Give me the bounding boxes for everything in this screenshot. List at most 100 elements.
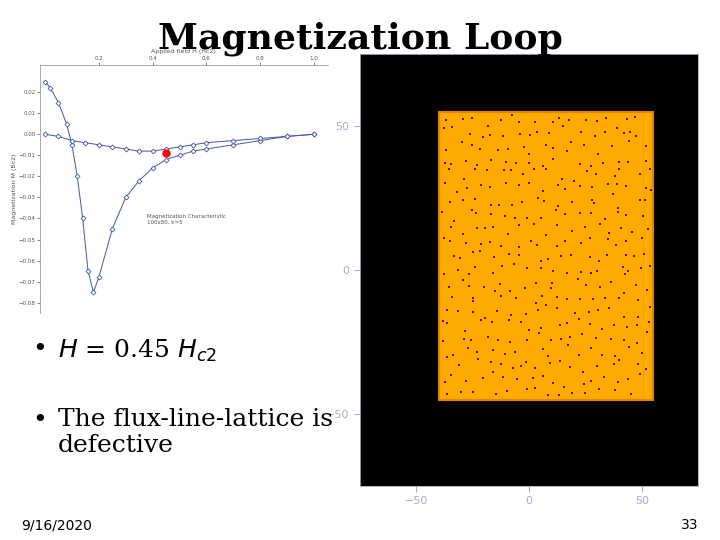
Point <box>529 118 541 126</box>
Point <box>547 155 559 164</box>
Point <box>524 131 536 139</box>
Point <box>474 247 485 255</box>
Point <box>558 382 570 391</box>
Point <box>556 334 567 343</box>
Point <box>606 278 617 286</box>
Point <box>612 204 624 212</box>
Point <box>585 208 597 217</box>
Point <box>495 280 506 289</box>
Point <box>594 283 606 292</box>
Point <box>469 195 480 204</box>
Point <box>585 376 596 385</box>
Point <box>599 293 611 302</box>
Point <box>436 208 448 217</box>
Point <box>474 144 486 153</box>
Point <box>500 212 511 220</box>
Point <box>567 198 578 207</box>
Point <box>566 389 577 397</box>
Point <box>593 256 605 265</box>
Point <box>515 362 526 370</box>
Point <box>535 256 546 265</box>
Point <box>608 360 620 368</box>
Point <box>556 174 567 183</box>
Point <box>535 323 546 332</box>
Point <box>475 316 487 325</box>
Point <box>564 116 575 125</box>
Point <box>511 375 523 383</box>
Point <box>529 384 541 393</box>
Point <box>510 293 521 302</box>
Point <box>492 145 504 154</box>
Point <box>585 162 597 171</box>
Point <box>573 315 585 323</box>
Point <box>539 197 550 206</box>
Point <box>591 266 603 275</box>
Point <box>632 360 644 368</box>
Point <box>529 363 541 372</box>
Point <box>438 234 450 243</box>
Point <box>621 211 632 219</box>
Point <box>642 286 653 294</box>
Point <box>625 127 636 136</box>
Point <box>599 128 611 137</box>
Point <box>513 251 524 259</box>
Point <box>596 351 608 360</box>
Point <box>565 137 577 146</box>
Point <box>505 166 517 174</box>
Point <box>536 213 547 222</box>
Point <box>439 378 451 387</box>
Point <box>470 208 482 217</box>
Point <box>480 313 491 322</box>
Point <box>580 389 591 398</box>
Point <box>546 118 558 126</box>
Point <box>523 179 535 187</box>
Point <box>611 180 622 189</box>
Point <box>521 335 533 344</box>
Point <box>546 266 558 275</box>
Point <box>588 199 600 208</box>
Point <box>575 128 587 137</box>
Point <box>596 325 608 334</box>
Point <box>631 321 643 329</box>
Point <box>613 355 625 364</box>
Point <box>439 158 451 167</box>
Point <box>487 368 499 376</box>
Point <box>603 235 614 244</box>
Point <box>618 313 630 321</box>
Point <box>618 289 629 298</box>
Point <box>565 250 577 259</box>
Point <box>603 180 614 188</box>
Point <box>497 372 508 381</box>
Point <box>445 370 456 379</box>
Point <box>521 358 532 367</box>
Point <box>481 166 492 174</box>
Point <box>624 136 635 145</box>
Text: $H$ = 0.45 $H_{c2}$: $H$ = 0.45 $H_{c2}$ <box>58 338 217 364</box>
Point <box>634 170 646 178</box>
Point <box>467 294 479 303</box>
Point <box>516 318 527 327</box>
Point <box>584 233 595 242</box>
Point <box>641 141 652 150</box>
Point <box>514 130 526 138</box>
Point <box>621 114 633 123</box>
Point <box>637 212 649 220</box>
Point <box>561 147 572 156</box>
Point <box>638 250 649 259</box>
Point <box>518 170 529 178</box>
Point <box>438 123 449 132</box>
Text: 9/16/2020: 9/16/2020 <box>22 518 92 532</box>
Point <box>487 346 499 354</box>
Point <box>437 336 449 345</box>
Point <box>491 307 503 315</box>
Point <box>518 143 529 152</box>
Point <box>513 181 524 190</box>
Point <box>599 373 611 381</box>
Point <box>609 171 621 180</box>
Point <box>513 117 525 126</box>
Point <box>500 158 512 166</box>
Point <box>599 215 611 224</box>
Point <box>466 114 477 123</box>
Point <box>494 200 505 209</box>
Point <box>636 233 648 242</box>
